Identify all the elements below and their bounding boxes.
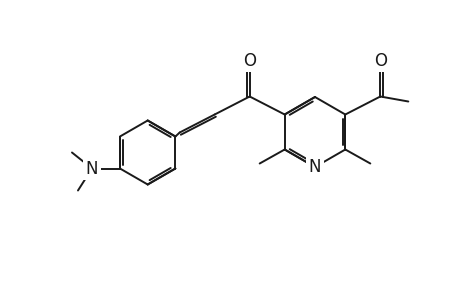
Text: N: N — [85, 160, 98, 178]
Text: O: O — [373, 52, 386, 70]
Text: N: N — [308, 158, 320, 176]
Text: O: O — [243, 52, 256, 70]
